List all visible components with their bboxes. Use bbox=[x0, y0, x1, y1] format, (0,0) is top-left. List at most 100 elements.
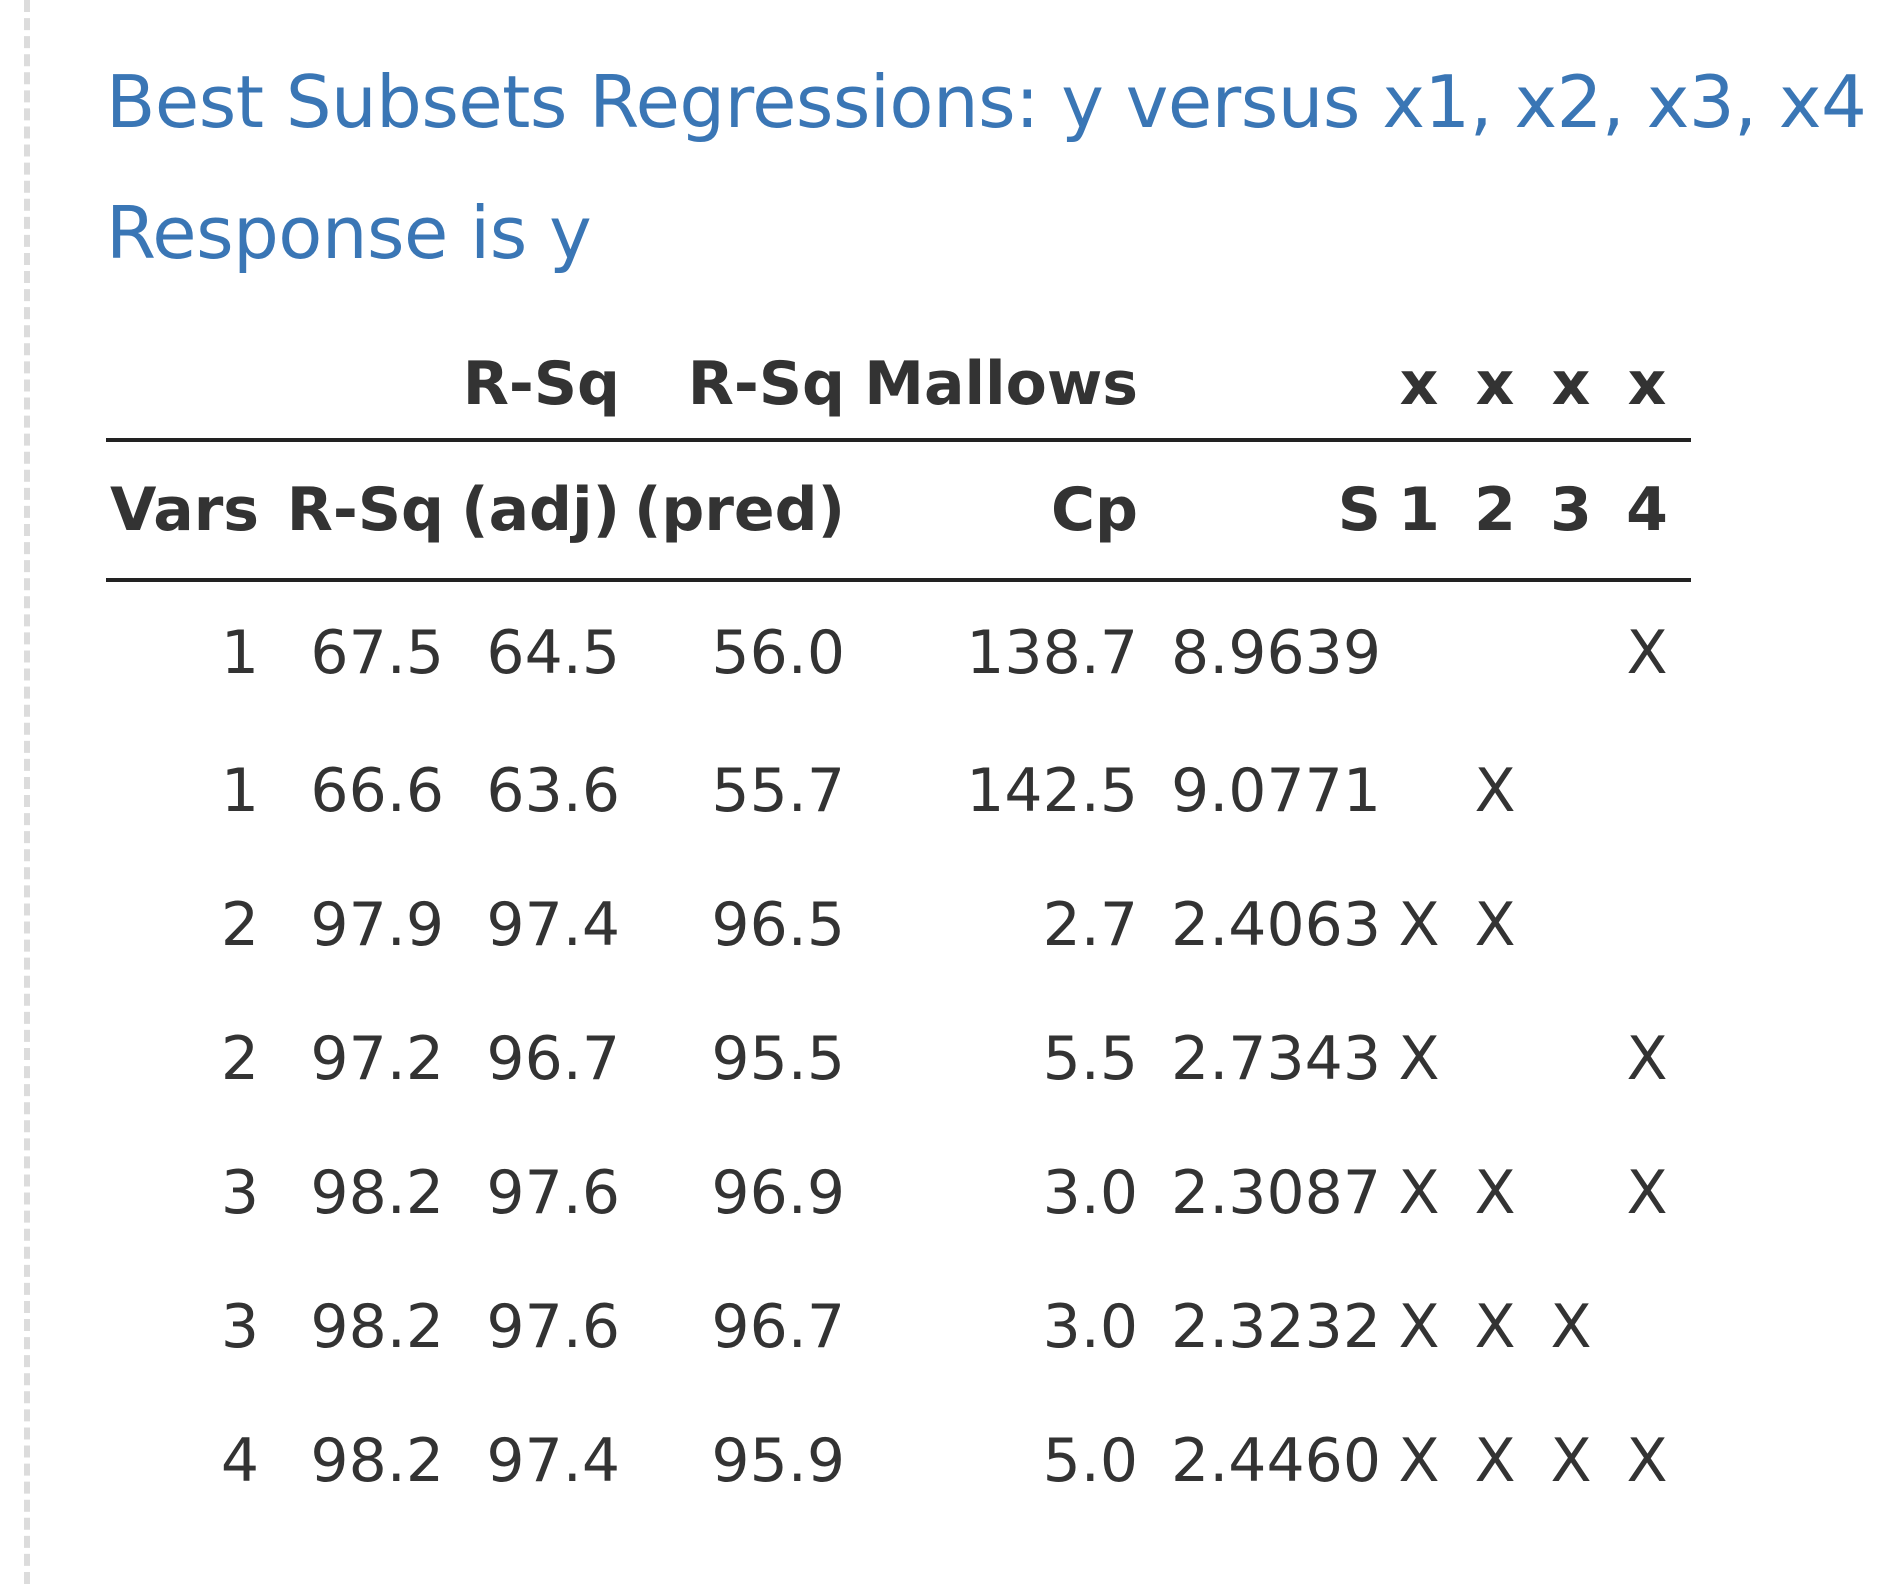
cell-cp: 3.0 bbox=[1042, 1158, 1138, 1228]
cell-cp: 3.0 bbox=[1042, 1292, 1138, 1362]
cell-x2: X bbox=[1474, 1292, 1516, 1362]
cell-cp: 5.0 bbox=[1042, 1426, 1138, 1496]
header-rsq: R-Sq bbox=[259, 438, 444, 582]
cell-x4: X bbox=[1626, 1426, 1668, 1496]
cell-rsq-adj: 96.7 bbox=[486, 1024, 620, 1094]
cell-x4 bbox=[1609, 858, 1691, 992]
cell-cp: 2.7 bbox=[1042, 890, 1138, 960]
header-x1: 1 bbox=[1381, 438, 1457, 582]
cell-x2: X bbox=[1474, 1426, 1516, 1496]
cell-rsq-pred: 95.5 bbox=[711, 1024, 845, 1094]
cell-rsq-pred: 56.0 bbox=[711, 618, 845, 688]
cell-x1: X bbox=[1398, 890, 1440, 960]
cell-s: 2.4460 bbox=[1171, 1426, 1381, 1496]
cell-cp: 5.5 bbox=[1042, 1024, 1138, 1094]
header-x3: 3 bbox=[1533, 438, 1609, 582]
cell-x1: X bbox=[1398, 1292, 1440, 1362]
cell-x4 bbox=[1609, 724, 1691, 858]
cell-x4: X bbox=[1626, 1024, 1668, 1094]
header-row-bottom: Vars R-Sq (adj) (pred) Cp S 1 2 3 4 bbox=[106, 438, 1691, 582]
cell-rsq-pred: 55.7 bbox=[711, 756, 845, 826]
cell-rsq-adj: 97.4 bbox=[486, 890, 620, 960]
cell-x3 bbox=[1533, 724, 1609, 858]
cell-x3 bbox=[1533, 992, 1609, 1126]
cell-cp: 138.7 bbox=[966, 618, 1138, 688]
cell-x1: X bbox=[1398, 1426, 1440, 1496]
cell-rsq-adj: 97.4 bbox=[486, 1426, 620, 1496]
header-vars: Vars bbox=[106, 438, 259, 582]
table-row: 1 67.5 64.5 56.0 138.7 8.9639 X bbox=[106, 580, 1691, 724]
header-rsq-pred: (pred) bbox=[620, 438, 845, 582]
cell-rsq: 97.2 bbox=[310, 1024, 444, 1094]
header-x2-top: x bbox=[1475, 349, 1515, 419]
cell-vars: 3 bbox=[220, 1158, 259, 1228]
cell-vars: 3 bbox=[220, 1292, 259, 1362]
cell-rsq-adj: 64.5 bbox=[486, 618, 620, 688]
cell-x4: X bbox=[1626, 618, 1668, 688]
cell-x4: X bbox=[1626, 1158, 1668, 1228]
cell-x3: X bbox=[1550, 1292, 1592, 1362]
header-cp: Cp bbox=[845, 438, 1138, 582]
cell-rsq-adj: 63.6 bbox=[486, 756, 620, 826]
table-row: 2 97.9 97.4 96.5 2.7 2.4063 X X bbox=[106, 858, 1691, 992]
cell-x1: X bbox=[1398, 1024, 1440, 1094]
header-x1-top: x bbox=[1399, 349, 1439, 419]
cell-cp: 142.5 bbox=[966, 756, 1138, 826]
cell-x1 bbox=[1381, 580, 1457, 724]
header-rsq-top bbox=[259, 330, 444, 440]
output-title: Best Subsets Regressions: y versus x1, x… bbox=[106, 60, 1867, 144]
header-rsq-adj: (adj) bbox=[444, 438, 620, 582]
dashed-margin-rule bbox=[24, 0, 30, 1584]
cell-x2: X bbox=[1474, 890, 1516, 960]
cell-rsq: 98.2 bbox=[310, 1292, 444, 1362]
cell-rsq-adj: 97.6 bbox=[486, 1158, 620, 1228]
table-row: 3 98.2 97.6 96.7 3.0 2.3232 X X X bbox=[106, 1260, 1691, 1394]
cell-x3 bbox=[1533, 858, 1609, 992]
response-subtitle: Response is y bbox=[106, 191, 592, 275]
cell-rsq: 97.9 bbox=[310, 890, 444, 960]
cell-s: 2.3087 bbox=[1171, 1158, 1381, 1228]
cell-s: 2.7343 bbox=[1171, 1024, 1381, 1094]
cell-rsq-pred: 96.7 bbox=[711, 1292, 845, 1362]
cell-s: 8.9639 bbox=[1171, 618, 1381, 688]
cell-s: 2.4063 bbox=[1171, 890, 1381, 960]
header-x3-top: x bbox=[1551, 349, 1591, 419]
cell-vars: 2 bbox=[220, 1024, 259, 1094]
header-cp-top: Mallows bbox=[864, 349, 1138, 419]
cell-x4 bbox=[1609, 1260, 1691, 1394]
cell-vars: 1 bbox=[220, 618, 259, 688]
cell-x2: X bbox=[1474, 756, 1516, 826]
cell-rsq-pred: 95.9 bbox=[711, 1426, 845, 1496]
header-s-top bbox=[1138, 330, 1381, 440]
cell-rsq-pred: 96.5 bbox=[711, 890, 845, 960]
cell-x3 bbox=[1533, 580, 1609, 724]
table-row: 4 98.2 97.4 95.9 5.0 2.4460 X X X X bbox=[106, 1394, 1691, 1528]
cell-x3 bbox=[1533, 1126, 1609, 1260]
cell-x3: X bbox=[1550, 1426, 1592, 1496]
cell-rsq: 98.2 bbox=[310, 1426, 444, 1496]
table-row: 3 98.2 97.6 96.9 3.0 2.3087 X X X bbox=[106, 1126, 1691, 1260]
cell-rsq: 67.5 bbox=[310, 618, 444, 688]
header-x4-top: x bbox=[1627, 349, 1667, 419]
cell-x2 bbox=[1457, 992, 1533, 1126]
best-subsets-table: R-Sq R-Sq Mallows x x x x Vars R-Sq (adj… bbox=[106, 330, 1691, 1528]
header-x4: 4 bbox=[1609, 438, 1691, 582]
header-rsq-adj-top: R-Sq bbox=[462, 349, 620, 419]
cell-x1 bbox=[1381, 724, 1457, 858]
cell-x1: X bbox=[1398, 1158, 1440, 1228]
table-row: 1 66.6 63.6 55.7 142.5 9.0771 X bbox=[106, 724, 1691, 858]
header-x2: 2 bbox=[1457, 438, 1533, 582]
header-rsq-pred-top: R-Sq bbox=[687, 349, 845, 419]
header-vars-top bbox=[106, 330, 259, 440]
cell-rsq-adj: 97.6 bbox=[486, 1292, 620, 1362]
header-s: S bbox=[1138, 438, 1381, 582]
cell-rsq: 66.6 bbox=[310, 756, 444, 826]
table-row: 2 97.2 96.7 95.5 5.5 2.7343 X X bbox=[106, 992, 1691, 1126]
header-row-top: R-Sq R-Sq Mallows x x x x bbox=[106, 330, 1691, 440]
cell-s: 9.0771 bbox=[1171, 756, 1381, 826]
cell-vars: 4 bbox=[220, 1426, 259, 1496]
cell-x2: X bbox=[1474, 1158, 1516, 1228]
cell-rsq: 98.2 bbox=[310, 1158, 444, 1228]
cell-vars: 1 bbox=[220, 756, 259, 826]
cell-x2 bbox=[1457, 580, 1533, 724]
